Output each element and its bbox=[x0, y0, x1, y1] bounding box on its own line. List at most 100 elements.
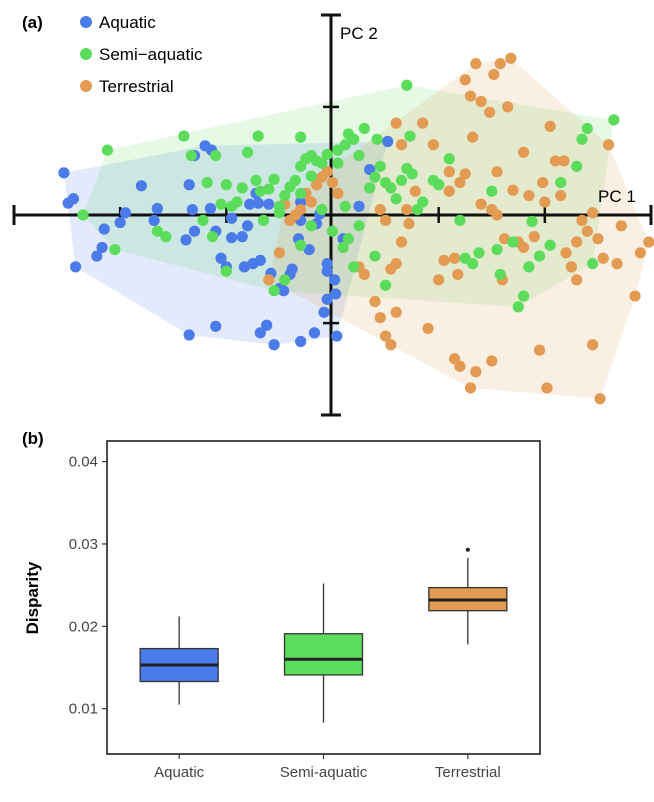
point-terrestrial bbox=[571, 274, 583, 286]
point-semi-aquatic bbox=[268, 173, 280, 185]
point-aquatic bbox=[268, 339, 280, 351]
legend-marker-semi-aquatic bbox=[80, 48, 92, 60]
point-aquatic bbox=[180, 234, 192, 246]
point-aquatic bbox=[151, 202, 163, 215]
point-semi-aquatic bbox=[339, 200, 351, 212]
point-terrestrial bbox=[560, 247, 572, 259]
point-terrestrial bbox=[379, 214, 392, 227]
point-terrestrial bbox=[395, 236, 408, 248]
point-terrestrial bbox=[273, 247, 286, 259]
point-semi-aquatic bbox=[371, 133, 383, 145]
point-semi-aquatic bbox=[201, 176, 213, 189]
point-semi-aquatic bbox=[512, 301, 524, 313]
point-semi-aquatic bbox=[316, 203, 328, 216]
point-terrestrial bbox=[427, 139, 439, 151]
x-tick-label: Aquatic bbox=[154, 764, 205, 781]
point-semi-aquatic bbox=[185, 149, 197, 162]
point-semi-aquatic bbox=[587, 258, 599, 270]
point-semi-aquatic bbox=[571, 160, 583, 172]
point-semi-aquatic bbox=[358, 122, 370, 135]
point-terrestrial bbox=[541, 382, 553, 394]
point-aquatic bbox=[303, 243, 315, 256]
point-semi-aquatic bbox=[268, 285, 280, 297]
point-terrestrial bbox=[518, 241, 530, 254]
point-terrestrial bbox=[533, 344, 546, 356]
point-aquatic bbox=[183, 179, 195, 191]
point-semi-aquatic bbox=[348, 261, 360, 273]
legend-label-terrestrial: Terrestrial bbox=[99, 77, 174, 96]
point-terrestrial bbox=[581, 225, 593, 237]
point-semi-aquatic bbox=[289, 174, 301, 187]
point-terrestrial bbox=[486, 355, 498, 367]
point-terrestrial bbox=[544, 120, 556, 132]
point-semi-aquatic bbox=[305, 220, 317, 232]
point-terrestrial bbox=[467, 131, 479, 143]
point-aquatic bbox=[148, 214, 160, 227]
point-semi-aquatic bbox=[364, 182, 376, 194]
point-semi-aquatic bbox=[279, 274, 291, 286]
point-aquatic bbox=[353, 200, 365, 212]
point-terrestrial bbox=[587, 207, 599, 219]
point-semi-aquatic bbox=[160, 231, 172, 243]
point-aquatic bbox=[330, 288, 342, 300]
point-semi-aquatic bbox=[576, 133, 588, 145]
point-terrestrial bbox=[433, 274, 445, 286]
point-terrestrial bbox=[369, 295, 381, 308]
point-aquatic bbox=[186, 203, 198, 216]
point-semi-aquatic bbox=[518, 290, 530, 302]
point-semi-aquatic bbox=[433, 179, 445, 191]
point-aquatic bbox=[295, 335, 307, 348]
point-aquatic bbox=[331, 330, 343, 342]
point-semi-aquatic bbox=[523, 261, 535, 273]
point-aquatic bbox=[278, 285, 290, 297]
point-semi-aquatic bbox=[369, 171, 381, 183]
box-aquatic bbox=[139, 616, 219, 705]
point-semi-aquatic bbox=[273, 200, 286, 212]
point-terrestrial bbox=[284, 214, 296, 227]
point-terrestrial bbox=[494, 58, 506, 70]
point-terrestrial bbox=[390, 306, 402, 318]
point-terrestrial bbox=[422, 322, 434, 335]
point-semi-aquatic bbox=[326, 225, 339, 237]
point-aquatic bbox=[98, 223, 110, 235]
point-terrestrial bbox=[452, 268, 464, 281]
point-terrestrial bbox=[597, 252, 609, 264]
disparity-box-plot: 0.01 0.02 0.03 0.04 Aquatic Semi-aquatic Terr… bbox=[23, 440, 541, 781]
point-terrestrial bbox=[643, 236, 654, 248]
point-terrestrial bbox=[390, 117, 402, 129]
point-terrestrial bbox=[475, 198, 487, 210]
point-terrestrial bbox=[417, 117, 429, 129]
point-terrestrial bbox=[488, 68, 500, 81]
point-terrestrial bbox=[549, 155, 562, 167]
point-aquatic bbox=[261, 319, 273, 331]
y-tick-label: 0.04 bbox=[69, 454, 98, 471]
legend-label-aquatic: Aquatic bbox=[99, 13, 156, 32]
point-semi-aquatic bbox=[467, 258, 479, 270]
point-aquatic bbox=[321, 265, 333, 277]
point-aquatic bbox=[236, 231, 248, 243]
point-semi-aquatic bbox=[555, 176, 567, 189]
point-semi-aquatic bbox=[390, 193, 402, 205]
point-terrestrial bbox=[528, 231, 540, 243]
point-semi-aquatic bbox=[491, 243, 503, 256]
point-terrestrial bbox=[454, 176, 466, 189]
pc1-axis-label: PC 1 bbox=[598, 187, 636, 206]
point-semi-aquatic bbox=[342, 233, 355, 245]
point-terrestrial bbox=[464, 90, 477, 102]
point-terrestrial bbox=[454, 360, 466, 372]
point-terrestrial bbox=[491, 166, 503, 178]
point-aquatic bbox=[183, 329, 195, 341]
point-semi-aquatic bbox=[263, 183, 275, 195]
point-aquatic bbox=[119, 207, 132, 219]
boxes bbox=[139, 547, 508, 723]
point-aquatic bbox=[382, 135, 394, 148]
point-terrestrial bbox=[385, 339, 397, 351]
pc2-axis-label: PC 2 bbox=[340, 24, 378, 43]
point-terrestrial bbox=[518, 146, 530, 158]
point-terrestrial bbox=[401, 203, 413, 216]
point-semi-aquatic bbox=[533, 250, 546, 262]
point-semi-aquatic bbox=[417, 196, 429, 208]
point-semi-aquatic bbox=[254, 185, 266, 197]
point-aquatic bbox=[114, 216, 126, 229]
point-semi-aquatic bbox=[316, 157, 328, 169]
